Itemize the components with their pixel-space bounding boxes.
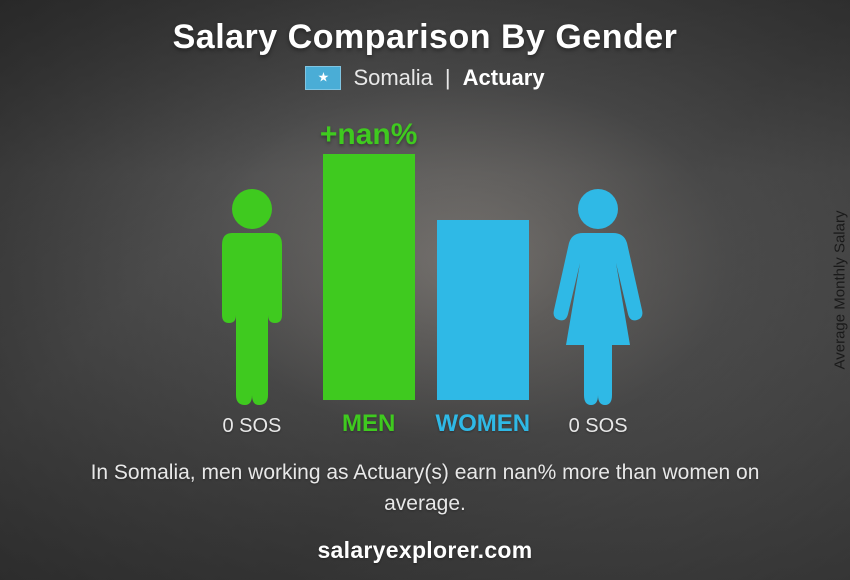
subtitle-row: ★ Somalia | Actuary <box>305 65 544 91</box>
men-bar-column: +nan% MEN <box>320 118 418 438</box>
subtitle-job: Actuary <box>463 65 545 91</box>
men-icon-column: 0 SOS <box>202 118 302 438</box>
flag-star-icon: ★ <box>318 70 330 86</box>
flag-icon: ★ <box>305 66 341 90</box>
chart-area: 0 SOS +nan% MEN WOMEN 0 SOS <box>30 109 820 438</box>
infographic-container: Salary Comparison By Gender ★ Somalia | … <box>0 0 850 580</box>
caption-text: In Somalia, men working as Actuary(s) ea… <box>55 458 795 519</box>
difference-label: +nan% <box>320 118 418 152</box>
women-bar-label: WOMEN <box>435 410 530 438</box>
men-value-label: 0 SOS <box>222 415 281 438</box>
women-icon-column: 0 SOS <box>548 118 648 438</box>
female-person-icon <box>548 185 648 405</box>
footer-brand: salaryexplorer.com <box>317 537 532 564</box>
page-title: Salary Comparison By Gender <box>173 18 678 57</box>
men-bar-label: MEN <box>342 410 395 438</box>
subtitle-separator: | <box>445 65 451 91</box>
women-bar <box>437 220 529 400</box>
subtitle-country: Somalia <box>353 65 432 91</box>
men-bar <box>323 154 415 400</box>
women-value-label: 0 SOS <box>569 415 628 438</box>
chart-row: 0 SOS +nan% MEN WOMEN 0 SOS <box>202 118 648 438</box>
women-bar-column: WOMEN <box>435 118 530 438</box>
male-person-icon <box>202 185 302 405</box>
y-axis-label: Average Monthly Salary <box>832 290 849 449</box>
